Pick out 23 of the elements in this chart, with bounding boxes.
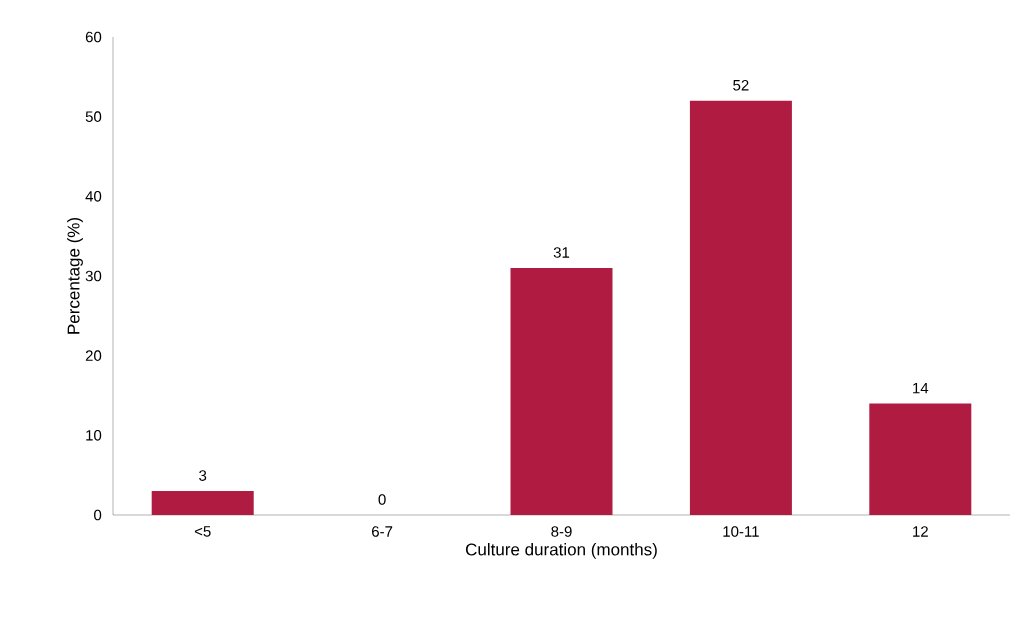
y-tick-label: 0 [94,509,102,521]
y-tick-label: 50 [85,111,102,122]
bar [869,403,972,515]
y-axis-title: Percentage (%) [67,218,83,334]
data-label: 31 [553,247,570,258]
data-label: 14 [913,382,929,394]
y-tick-label: 10 [86,430,102,441]
y-tick-label: 40 [85,191,102,202]
y-tick-label: 30 [85,270,102,282]
bar [151,491,254,515]
data-label: 0 [378,494,386,505]
x-tick-label: 12 [913,526,928,537]
x-tick-label: 8-9 [551,526,572,537]
data-label: 52 [733,79,749,91]
x-tick-label: 6-7 [372,526,393,537]
x-axis-title: Culture duration (months) [465,543,657,559]
bar [689,100,792,515]
bar [510,268,613,515]
data-label: 3 [199,470,207,481]
y-tick-label: 60 [85,31,102,43]
x-tick-label: 10-11 [723,526,759,537]
x-tick-label: <5 [194,526,211,537]
y-tick-label: 20 [85,350,102,361]
